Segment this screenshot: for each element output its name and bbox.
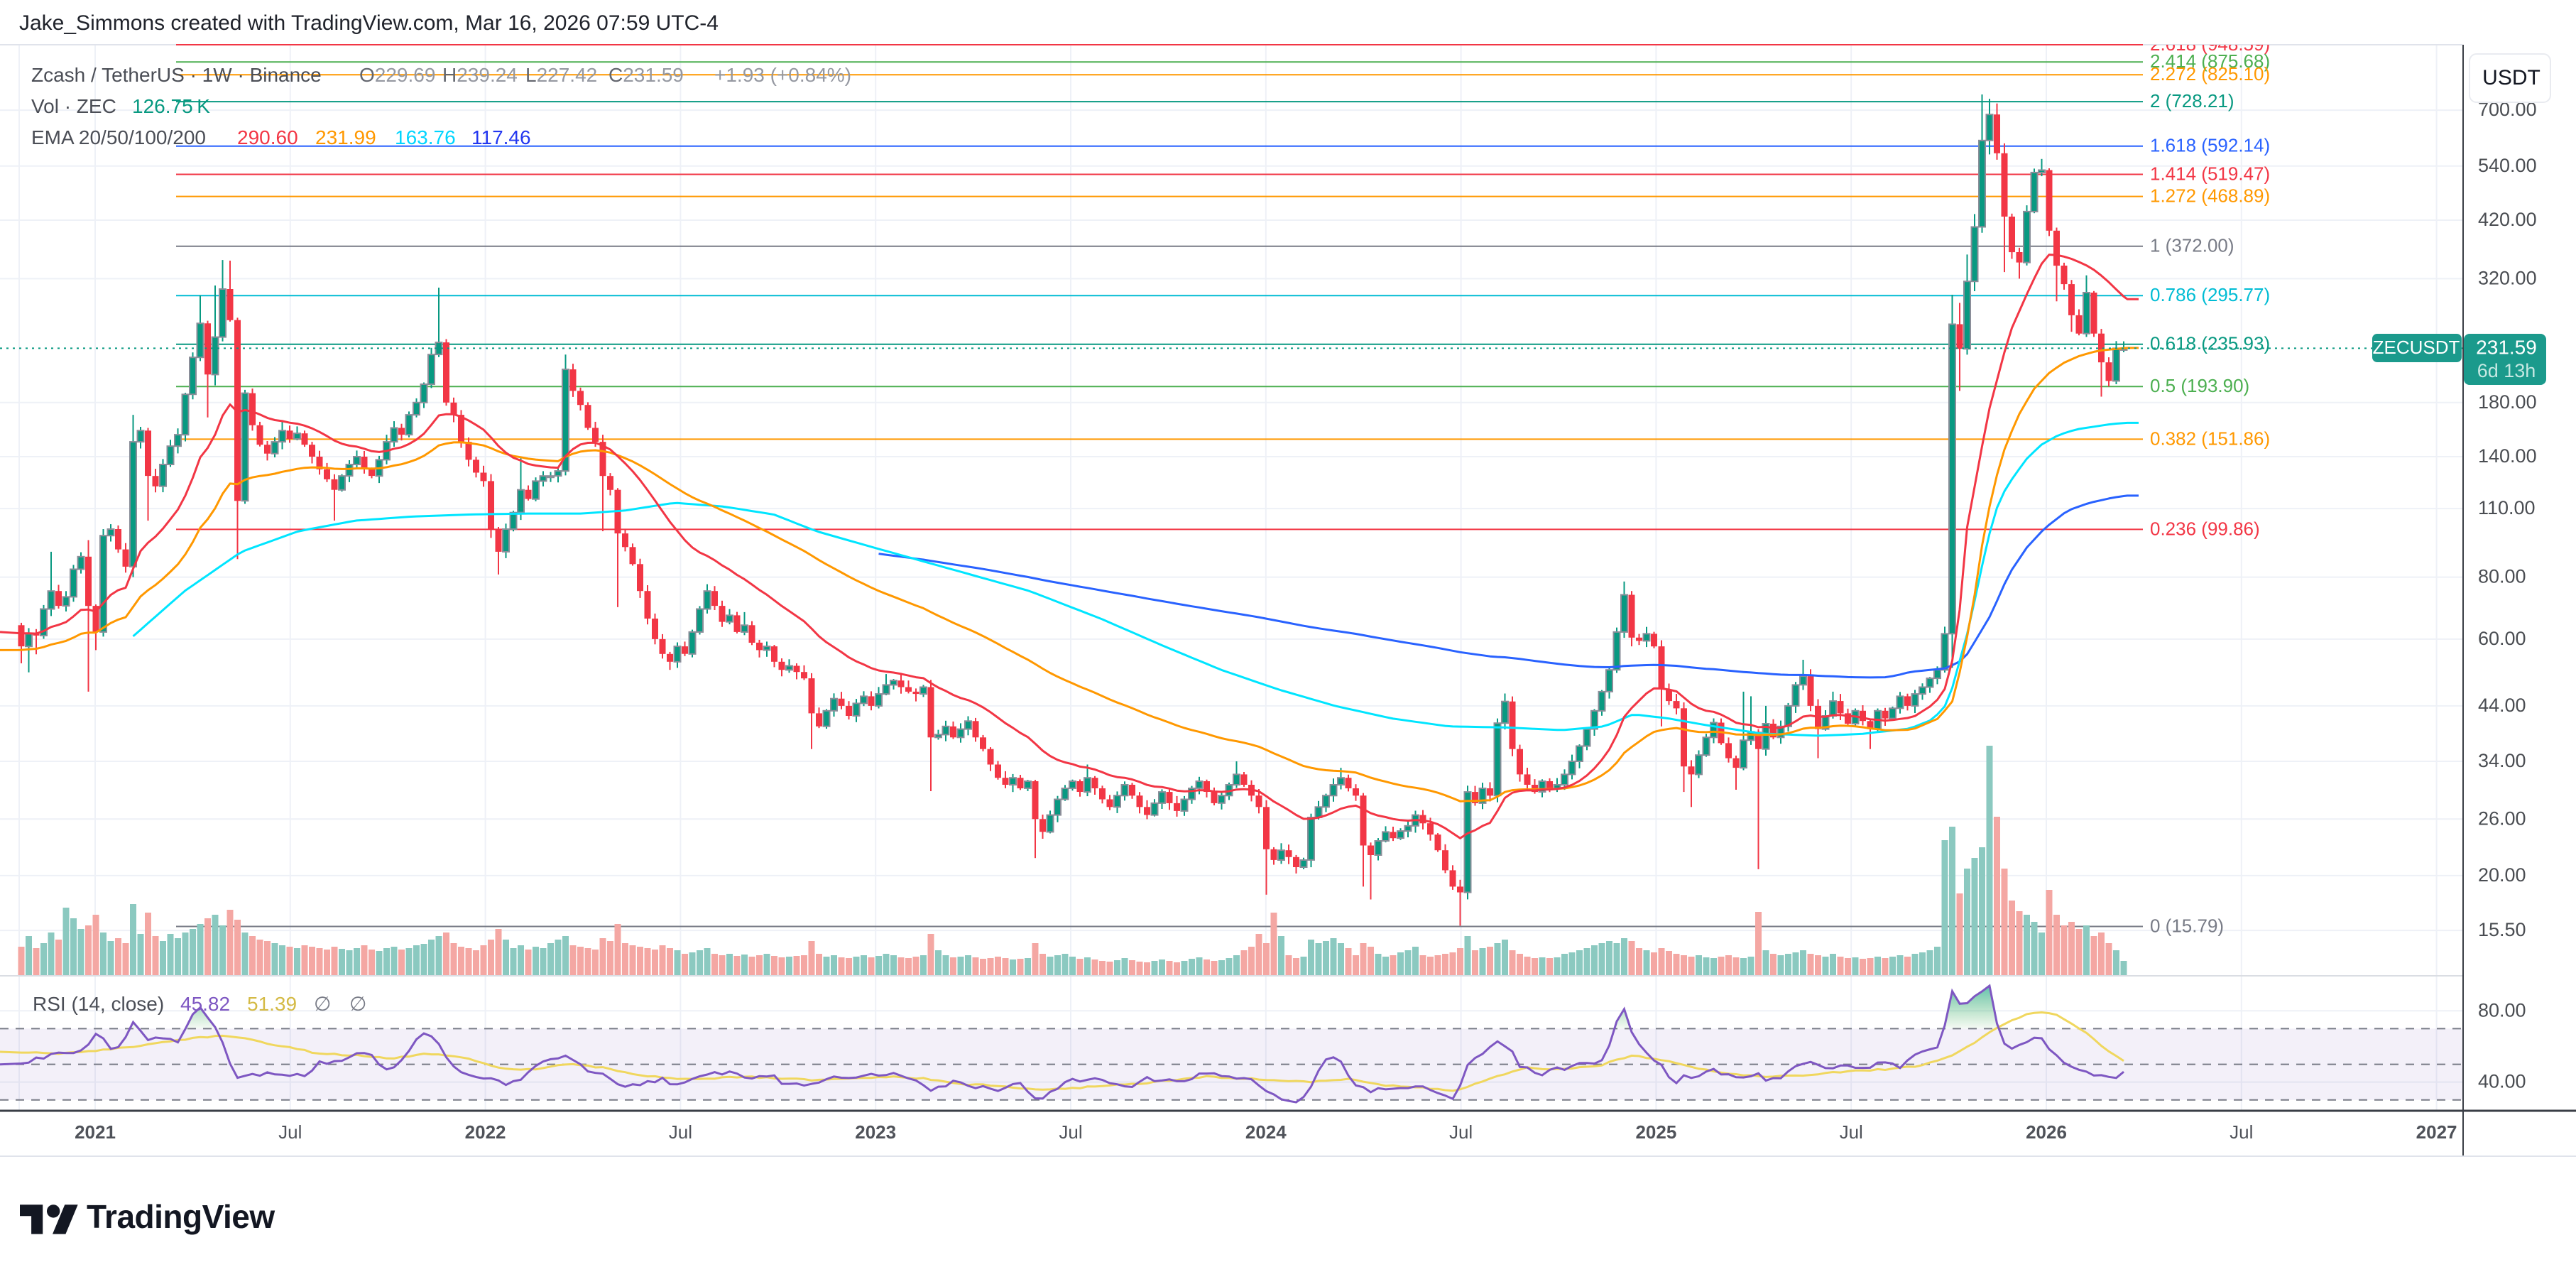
svg-text:USDT: USDT	[2482, 66, 2540, 89]
svg-text:231.59: 231.59	[2476, 336, 2537, 358]
svg-text:2.618 (948.59): 2.618 (948.59)	[2150, 33, 2270, 55]
svg-text:40.00: 40.00	[2478, 1071, 2526, 1092]
svg-text:0.786 (295.77): 0.786 (295.77)	[2150, 284, 2270, 305]
svg-text:0.382 (151.86): 0.382 (151.86)	[2150, 428, 2270, 449]
svg-text:0.618 (235.93): 0.618 (235.93)	[2150, 333, 2270, 354]
svg-text:180.00: 180.00	[2478, 391, 2537, 413]
svg-text:2024: 2024	[1245, 1121, 1287, 1143]
svg-text:1.272 (468.89): 1.272 (468.89)	[2150, 185, 2270, 206]
svg-text:2021: 2021	[75, 1121, 116, 1143]
svg-text:Jul: Jul	[1840, 1121, 1863, 1143]
svg-text:26.00: 26.00	[2478, 807, 2526, 829]
svg-text:2.414 (875.68): 2.414 (875.68)	[2150, 50, 2270, 72]
svg-text:2027: 2027	[2416, 1121, 2457, 1143]
svg-text:540.00: 540.00	[2478, 155, 2537, 176]
svg-text:Jul: Jul	[2230, 1121, 2253, 1143]
svg-text:60.00: 60.00	[2478, 628, 2526, 649]
svg-text:15.50: 15.50	[2478, 919, 2526, 940]
svg-text:110.00: 110.00	[2478, 497, 2536, 518]
svg-text:0.236 (99.86): 0.236 (99.86)	[2150, 518, 2260, 539]
svg-text:34.00: 34.00	[2478, 750, 2526, 771]
svg-text:Jul: Jul	[1059, 1121, 1082, 1143]
svg-text:TradingView: TradingView	[87, 1198, 275, 1235]
svg-text:2.272 (825.10): 2.272 (825.10)	[2150, 63, 2270, 85]
svg-text:44.00: 44.00	[2478, 695, 2526, 716]
svg-text:Jul: Jul	[669, 1121, 692, 1143]
svg-text:20.00: 20.00	[2478, 864, 2526, 886]
svg-text:80.00: 80.00	[2478, 566, 2526, 587]
svg-text:2025: 2025	[1635, 1121, 1676, 1143]
svg-text:2022: 2022	[465, 1121, 506, 1143]
svg-text:Jake_Simmons created with Trad: Jake_Simmons created with TradingView.co…	[19, 11, 719, 35]
svg-text:2026: 2026	[2026, 1121, 2067, 1143]
svg-text:Jul: Jul	[1449, 1121, 1473, 1143]
svg-text:420.00: 420.00	[2478, 209, 2537, 230]
svg-text:1.618 (592.14): 1.618 (592.14)	[2150, 135, 2270, 156]
svg-text:1.414 (519.47): 1.414 (519.47)	[2150, 163, 2270, 184]
svg-text:0 (15.79): 0 (15.79)	[2150, 915, 2224, 936]
svg-text:0.5 (193.90): 0.5 (193.90)	[2150, 375, 2249, 396]
svg-text:80.00: 80.00	[2478, 999, 2526, 1021]
svg-text:140.00: 140.00	[2478, 445, 2537, 467]
svg-text:ZECUSDT: ZECUSDT	[2373, 337, 2460, 358]
svg-text:1 (372.00): 1 (372.00)	[2150, 235, 2234, 256]
svg-text:2 (728.21): 2 (728.21)	[2150, 90, 2234, 112]
svg-text:Zcash / TetherUS · 1W · Binanc: Zcash / TetherUS · 1W · Binance O229.69 H2…	[31, 64, 851, 86]
svg-text:Jul: Jul	[278, 1121, 302, 1143]
svg-text:2023: 2023	[855, 1121, 896, 1143]
svg-text:6d 13h: 6d 13h	[2477, 360, 2536, 381]
svg-text:320.00: 320.00	[2478, 268, 2537, 289]
